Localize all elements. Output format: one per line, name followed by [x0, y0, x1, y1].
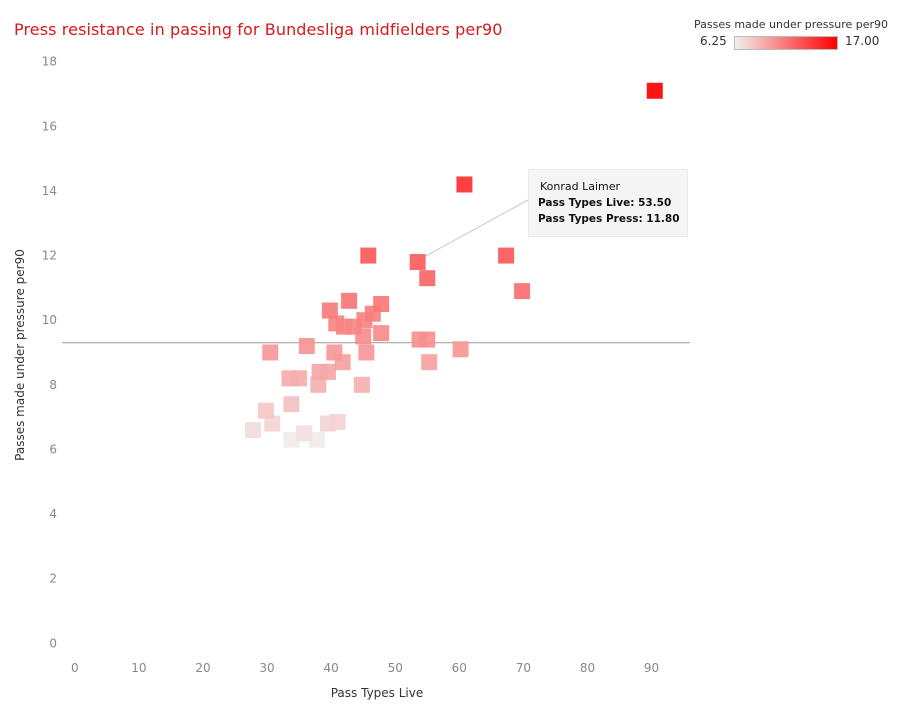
data-point[interactable] [498, 247, 515, 264]
data-point[interactable] [514, 283, 531, 300]
y-tick-label: 6 [49, 442, 57, 456]
legend-min-label: 6.25 [700, 34, 727, 48]
data-point[interactable] [329, 413, 346, 430]
chart-title: Press resistance in passing for Bundesli… [14, 20, 503, 39]
data-point[interactable] [311, 363, 328, 380]
data-point[interactable] [419, 270, 436, 287]
x-axis-title: Pass Types Live [331, 686, 424, 700]
data-point[interactable] [310, 376, 327, 393]
y-tick-label: 12 [42, 249, 57, 263]
data-point[interactable] [373, 296, 390, 313]
x-tick-label: 70 [516, 661, 531, 675]
x-tick-label: 20 [195, 661, 210, 675]
data-point[interactable] [341, 292, 358, 309]
y-tick-label: 0 [49, 636, 57, 650]
y-tick-label: 2 [49, 572, 57, 586]
tooltip-leader [425, 199, 529, 257]
tooltip: Konrad Laimer Pass Types Live: 53.50 Pas… [528, 169, 688, 237]
x-tick-label: 50 [388, 661, 403, 675]
data-point[interactable] [326, 344, 343, 361]
data-point[interactable] [328, 315, 345, 332]
data-point[interactable] [244, 422, 261, 439]
x-tick-label: 0 [71, 661, 79, 675]
data-point[interactable] [257, 402, 274, 419]
y-axis-title: Passes made under pressure per90 [13, 249, 27, 461]
data-point[interactable] [353, 376, 370, 393]
data-point[interactable] [296, 425, 313, 442]
data-point[interactable] [419, 331, 436, 348]
data-point[interactable] [298, 338, 315, 355]
y-tick-label: 16 [42, 119, 57, 133]
color-legend: Passes made under pressure per90 6.25 17… [694, 18, 894, 52]
y-tick-label: 10 [42, 313, 57, 327]
data-point[interactable] [283, 431, 300, 448]
x-tick-label: 90 [644, 661, 659, 675]
data-point[interactable] [646, 82, 663, 99]
x-tick-label: 40 [324, 661, 339, 675]
data-point[interactable] [283, 396, 300, 413]
data-point[interactable] [360, 247, 377, 264]
data-point[interactable] [373, 325, 390, 342]
x-tick-label: 60 [452, 661, 467, 675]
tooltip-pass-press: Pass Types Press: 11.80 [538, 213, 680, 225]
tooltip-player-name: Konrad Laimer [540, 180, 621, 193]
y-tick-label: 4 [49, 507, 57, 521]
data-point-highlighted[interactable] [409, 254, 426, 271]
x-tick-label: 10 [131, 661, 146, 675]
data-point[interactable] [309, 431, 326, 448]
y-tick-label: 8 [49, 378, 57, 392]
x-tick-label: 80 [580, 661, 595, 675]
y-tick-label: 18 [42, 55, 57, 69]
data-point[interactable] [456, 176, 473, 193]
y-tick-labels: 0 2 4 6 8 10 12 14 16 18 [42, 55, 57, 651]
data-point[interactable] [421, 354, 438, 371]
data-point[interactable] [358, 344, 375, 361]
tooltip-pass-live: Pass Types Live: 53.50 [538, 197, 672, 209]
tooltip-leader-line [425, 199, 529, 257]
data-point[interactable] [321, 302, 338, 319]
data-point[interactable] [452, 341, 469, 358]
y-tick-label: 14 [42, 184, 57, 198]
data-point[interactable] [262, 344, 279, 361]
legend-gradient-bar [734, 36, 838, 50]
legend-title: Passes made under pressure per90 [694, 18, 889, 31]
legend-max-label: 17.00 [845, 34, 880, 48]
x-tick-label: 30 [259, 661, 274, 675]
data-point[interactable] [264, 415, 281, 432]
x-tick-labels: 0 10 20 30 40 50 60 70 80 90 [71, 661, 659, 675]
data-points [244, 82, 663, 448]
data-point[interactable] [291, 370, 308, 387]
